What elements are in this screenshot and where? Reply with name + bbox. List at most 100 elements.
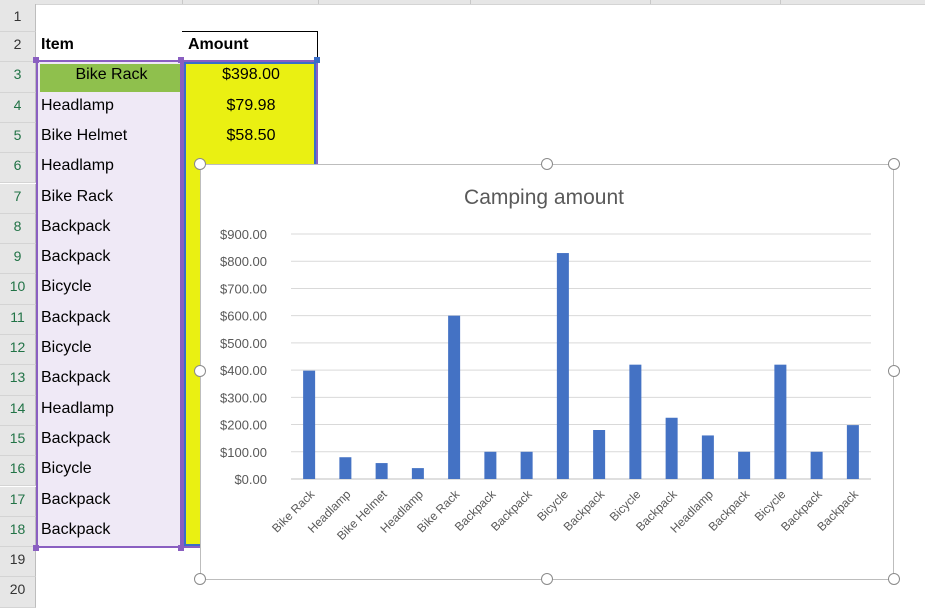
bar[interactable] — [484, 451, 497, 479]
item-header-cell[interactable]: Item — [41, 36, 74, 53]
bar[interactable] — [738, 451, 751, 479]
bar[interactable] — [810, 451, 823, 479]
x-tick-label: Backpack — [561, 487, 608, 534]
row-header[interactable]: 5 — [0, 122, 36, 154]
amount-cell[interactable]: $398.00 — [222, 66, 280, 84]
bar[interactable] — [701, 435, 714, 479]
row-header[interactable]: 8 — [0, 213, 36, 245]
bar[interactable] — [411, 468, 424, 479]
amount-cell[interactable]: $79.98 — [226, 96, 276, 114]
row-header[interactable]: 13 — [0, 365, 36, 396]
row-header[interactable]: 11 — [0, 304, 36, 335]
row-header[interactable]: 19 — [0, 547, 36, 578]
row-header[interactable]: 18 — [0, 516, 36, 548]
row-number: 14 — [9, 399, 26, 416]
bar[interactable] — [774, 364, 787, 479]
row-header[interactable]: 10 — [0, 274, 36, 305]
bar-chart: Camping amount $0.00 $100.00 $200.00 $300.0… — [220, 186, 871, 543]
row-header[interactable]: 3 — [0, 62, 36, 93]
active-cell-fill — [40, 64, 180, 92]
row-number: 12 — [9, 339, 26, 355]
bar[interactable] — [448, 315, 461, 479]
row-number: 18 — [9, 520, 26, 537]
x-tick-label: Backpack — [814, 487, 861, 534]
item-cell[interactable]: Bicycle — [41, 460, 92, 478]
row-number: 7 — [13, 187, 22, 204]
y-tick-label: $500.00 — [220, 336, 267, 351]
row-number: 8 — [13, 217, 22, 234]
item-cell[interactable]: Backpack — [41, 217, 111, 235]
bar[interactable] — [593, 430, 606, 479]
item-cell[interactable]: Headlamp — [41, 96, 114, 114]
chart-resize-handle[interactable] — [541, 158, 553, 170]
bar[interactable] — [629, 364, 642, 479]
item-cell[interactable]: Bicycle — [41, 339, 92, 356]
chart-object[interactable]: Camping amount $0.00 $100.00 $200.00 $300.0… — [200, 164, 894, 580]
row-header[interactable]: 9 — [0, 244, 36, 275]
row-number: 16 — [9, 460, 26, 477]
x-tick-label: Backpack — [706, 487, 753, 534]
row-header[interactable]: 16 — [0, 456, 36, 487]
chart-resize-handle[interactable] — [194, 365, 206, 377]
row-header[interactable]: 6 — [0, 153, 36, 184]
row-header[interactable]: 12 — [0, 335, 36, 366]
y-tick-label: $600.00 — [220, 309, 267, 324]
bar[interactable] — [556, 253, 569, 479]
item-cell[interactable]: Backpack — [41, 248, 111, 266]
range-handle[interactable] — [178, 545, 184, 551]
row-number: 1 — [13, 8, 22, 24]
bar[interactable] — [375, 463, 388, 479]
chart-resize-handle[interactable] — [194, 158, 206, 170]
header-cell-border — [182, 31, 318, 61]
range-handle[interactable] — [33, 545, 39, 551]
y-tick-label: $800.00 — [220, 254, 267, 269]
bar[interactable] — [303, 370, 316, 479]
y-tick-label: $200.00 — [220, 418, 267, 433]
y-tick-label: $300.00 — [220, 390, 267, 405]
item-cell[interactable]: Backpack — [41, 429, 111, 447]
chart-resize-handle[interactable] — [541, 573, 553, 585]
item-cell[interactable]: Headlamp — [41, 399, 114, 417]
row-header[interactable]: 4 — [0, 92, 36, 123]
item-cell[interactable]: Bike Helmet — [41, 126, 128, 144]
row-header[interactable]: 15 — [0, 425, 36, 457]
bar[interactable] — [520, 451, 533, 479]
item-cell[interactable]: Backpack — [41, 520, 111, 538]
chart-resize-handle[interactable] — [888, 573, 900, 585]
y-tick-label: $900.00 — [220, 227, 267, 242]
y-tick-label: $400.00 — [220, 363, 267, 378]
chart-resize-handle[interactable] — [194, 573, 206, 585]
y-tick-label: $100.00 — [220, 445, 267, 460]
item-cell[interactable]: Backpack — [41, 490, 111, 508]
y-tick-label: $700.00 — [220, 281, 267, 296]
bar[interactable] — [846, 425, 859, 479]
row-number: 4 — [13, 96, 22, 113]
item-cell[interactable]: Backpack — [41, 369, 111, 387]
bar[interactable] — [339, 457, 352, 479]
row-header[interactable]: 20 — [0, 577, 36, 608]
row-number: 11 — [10, 308, 25, 325]
range-handle[interactable] — [314, 57, 320, 63]
item-cell[interactable]: Bicycle — [41, 278, 92, 296]
chart-resize-handle[interactable] — [888, 365, 900, 377]
chart-title[interactable]: Camping amount — [464, 186, 624, 209]
item-cell[interactable]: Backpack — [41, 308, 111, 326]
item-cell[interactable]: Bike Rack — [75, 66, 148, 84]
row-header[interactable]: 17 — [0, 486, 36, 517]
chart-resize-handle[interactable] — [888, 158, 900, 170]
range-handle[interactable] — [178, 57, 184, 63]
column-header-strip[interactable] — [0, 0, 925, 5]
range-handle[interactable] — [33, 57, 39, 63]
row-header[interactable]: 7 — [0, 183, 36, 214]
row-number: 13 — [9, 369, 26, 386]
row-header[interactable]: 1 — [0, 4, 36, 32]
amount-header-cell[interactable]: Amount — [188, 36, 249, 53]
amount-cell[interactable]: $58.50 — [226, 126, 276, 144]
item-cell[interactable]: Bike Rack — [41, 187, 114, 205]
row-number: 10 — [9, 278, 26, 295]
row-header[interactable]: 14 — [0, 395, 36, 426]
row-number: 19 — [9, 551, 26, 568]
bar[interactable] — [665, 417, 678, 479]
item-cell[interactable]: Headlamp — [41, 157, 114, 175]
row-header[interactable]: 2 — [0, 32, 36, 63]
